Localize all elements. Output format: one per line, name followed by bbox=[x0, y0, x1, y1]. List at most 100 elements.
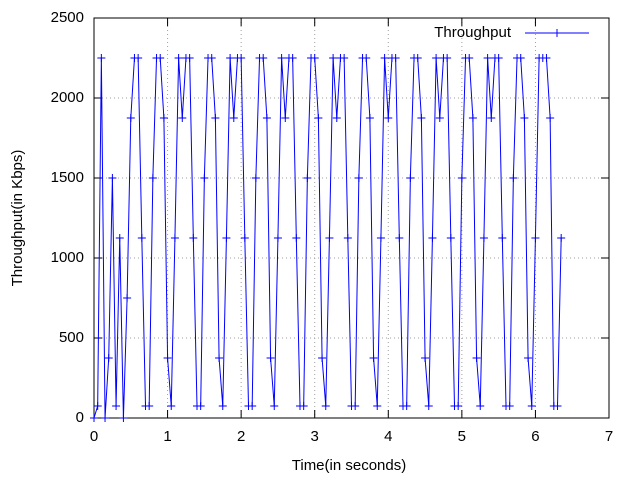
point-marker bbox=[281, 114, 290, 122]
x-tick-label: 2 bbox=[237, 428, 245, 445]
point-marker bbox=[292, 234, 301, 242]
point-marker bbox=[207, 54, 216, 62]
y-axis-label: Throughput(in Kbps) bbox=[9, 150, 26, 287]
point-marker bbox=[329, 54, 338, 62]
point-marker bbox=[516, 54, 525, 62]
point-marker bbox=[126, 114, 135, 122]
point-marker bbox=[365, 114, 374, 122]
point-marker bbox=[468, 114, 477, 122]
point-marker bbox=[259, 54, 268, 62]
point-marker bbox=[97, 54, 106, 62]
point-marker bbox=[340, 54, 349, 62]
point-marker bbox=[325, 234, 334, 242]
point-marker bbox=[354, 174, 363, 182]
plot-frame bbox=[93, 17, 610, 419]
point-marker bbox=[321, 402, 330, 410]
point-marker bbox=[406, 174, 415, 182]
point-marker bbox=[288, 54, 297, 62]
y-tick-label: 1000 bbox=[51, 249, 84, 266]
point-marker bbox=[200, 174, 209, 182]
point-marker bbox=[314, 114, 323, 122]
point-marker bbox=[222, 234, 231, 242]
point-marker bbox=[123, 294, 132, 302]
x-tick-label: 5 bbox=[458, 428, 466, 445]
x-axis-label: Time(in seconds) bbox=[292, 457, 406, 474]
point-marker bbox=[351, 402, 360, 410]
point-marker bbox=[472, 354, 481, 362]
point-marker bbox=[211, 114, 220, 122]
point-marker bbox=[178, 114, 187, 122]
legend-label: Throughput bbox=[434, 24, 512, 41]
point-marker bbox=[332, 114, 341, 122]
point-marker bbox=[174, 54, 183, 62]
point-marker bbox=[413, 54, 422, 62]
point-marker bbox=[494, 54, 503, 62]
point-marker bbox=[237, 54, 246, 62]
point-marker bbox=[137, 234, 146, 242]
point-marker bbox=[119, 414, 128, 422]
point-marker bbox=[542, 54, 551, 62]
point-marker bbox=[167, 402, 176, 410]
point-marker bbox=[483, 54, 492, 62]
point-marker bbox=[527, 402, 536, 410]
point-marker bbox=[163, 354, 172, 362]
point-marker bbox=[457, 174, 466, 182]
point-marker bbox=[229, 114, 238, 122]
point-marker bbox=[170, 234, 179, 242]
point-marker bbox=[380, 54, 389, 62]
point-marker bbox=[505, 402, 514, 410]
y-tick-label: 500 bbox=[59, 329, 84, 346]
point-marker bbox=[145, 402, 154, 410]
point-marker bbox=[148, 174, 157, 182]
point-marker bbox=[417, 114, 426, 122]
point-marker bbox=[520, 114, 529, 122]
point-marker bbox=[185, 54, 194, 62]
point-marker bbox=[402, 402, 411, 410]
y-tick-label: 0 bbox=[76, 409, 84, 426]
point-marker bbox=[432, 54, 441, 62]
point-marker bbox=[546, 114, 555, 122]
x-tick-label: 4 bbox=[384, 428, 392, 445]
x-tick-label: 6 bbox=[531, 428, 539, 445]
point-marker bbox=[134, 54, 143, 62]
point-marker bbox=[303, 174, 312, 182]
point-marker bbox=[479, 234, 488, 242]
y-tick-label: 2000 bbox=[51, 89, 84, 106]
point-marker bbox=[476, 402, 485, 410]
point-marker bbox=[273, 234, 282, 242]
point-marker bbox=[156, 54, 165, 62]
point-marker bbox=[487, 114, 496, 122]
x-tick-label: 7 bbox=[605, 428, 613, 445]
point-marker bbox=[373, 402, 382, 410]
x-tick-label: 1 bbox=[163, 428, 171, 445]
point-marker bbox=[101, 414, 110, 422]
y-tick-label: 2500 bbox=[51, 9, 84, 26]
point-marker bbox=[104, 354, 113, 362]
point-marker bbox=[435, 114, 444, 122]
series-line bbox=[93, 57, 562, 419]
point-marker bbox=[553, 402, 562, 410]
point-marker bbox=[428, 234, 437, 242]
point-marker bbox=[112, 402, 121, 410]
point-marker bbox=[159, 114, 168, 122]
point-marker bbox=[395, 234, 404, 242]
point-marker bbox=[108, 174, 117, 182]
point-marker bbox=[531, 234, 540, 242]
legend-swatch bbox=[553, 29, 561, 37]
point-marker bbox=[454, 402, 463, 410]
point-marker bbox=[391, 54, 400, 62]
point-marker bbox=[196, 402, 205, 410]
point-marker bbox=[362, 54, 371, 62]
point-marker bbox=[446, 234, 455, 242]
point-marker bbox=[299, 402, 308, 410]
point-marker bbox=[266, 354, 275, 362]
point-marker bbox=[369, 354, 378, 362]
point-marker bbox=[421, 354, 430, 362]
point-marker bbox=[277, 54, 286, 62]
point-marker bbox=[93, 402, 102, 410]
point-marker bbox=[498, 234, 507, 242]
point-marker bbox=[189, 234, 198, 242]
point-marker bbox=[376, 234, 385, 242]
y-tick-label: 1500 bbox=[51, 169, 84, 186]
